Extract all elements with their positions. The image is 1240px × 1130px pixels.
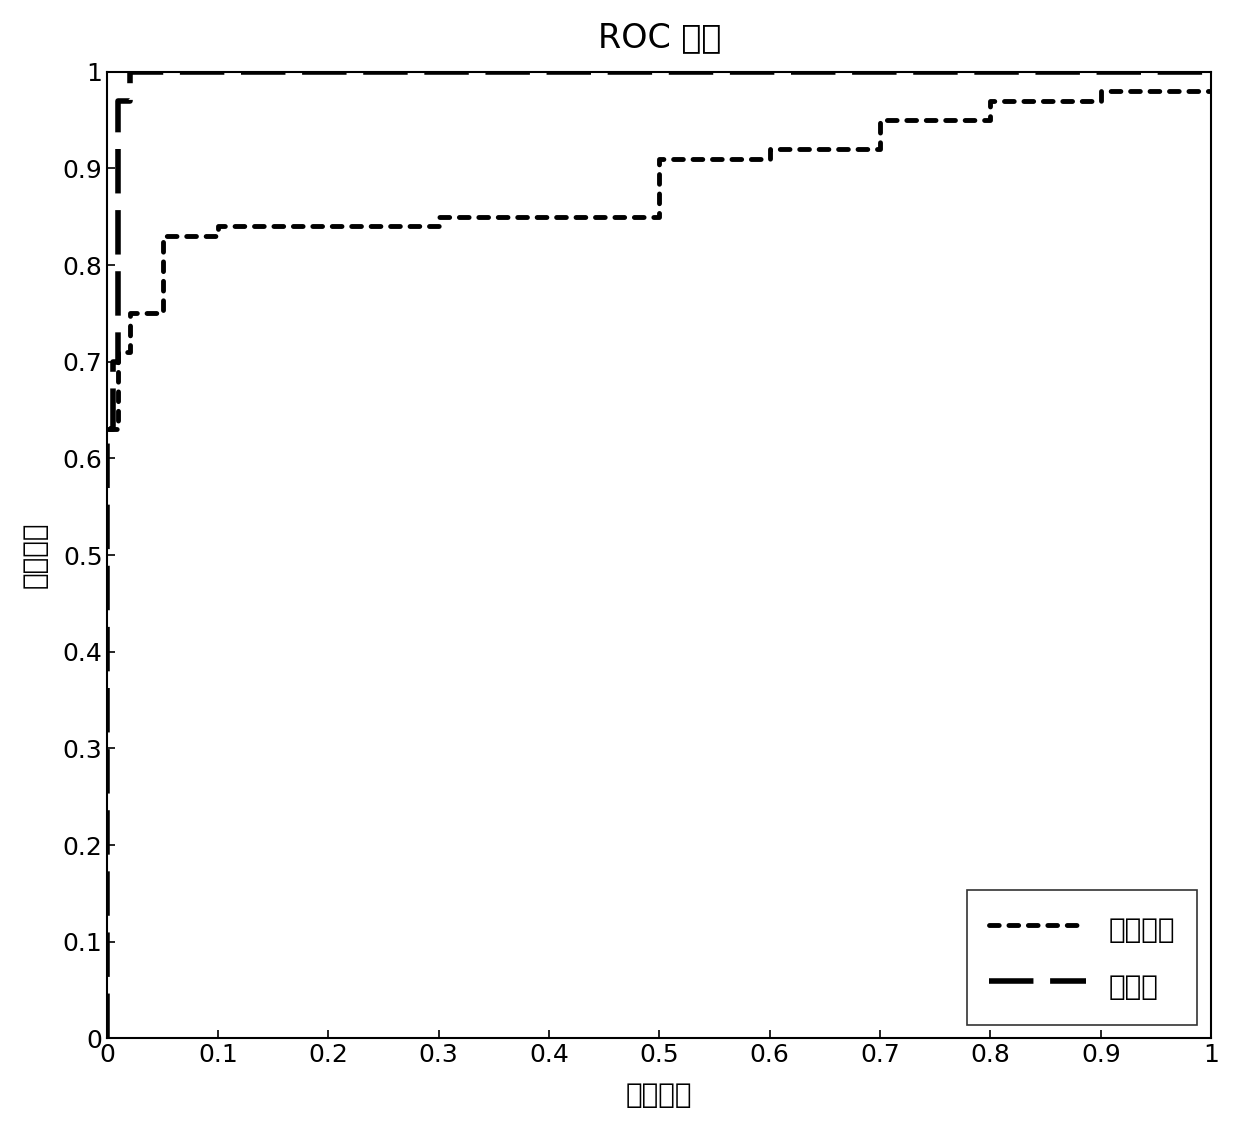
传统方法 [1094, 85, 1109, 98]
传统方法 [763, 142, 777, 156]
传统方法 [211, 229, 226, 243]
本方法 [105, 423, 120, 436]
传统方法 [112, 346, 126, 359]
传统方法 [155, 229, 170, 243]
Line: 本方法: 本方法 [108, 72, 1211, 1038]
Title: ROC 曲线: ROC 曲线 [598, 20, 720, 54]
传统方法 [122, 346, 136, 359]
传统方法 [155, 306, 170, 320]
本方法 [1204, 66, 1219, 79]
传统方法 [652, 153, 667, 166]
本方法 [100, 1032, 115, 1045]
传统方法 [1204, 85, 1219, 98]
传统方法 [652, 181, 667, 194]
传统方法 [112, 423, 126, 436]
传统方法 [763, 153, 777, 166]
传统方法 [211, 219, 226, 233]
传统方法 [122, 306, 136, 320]
本方法 [112, 355, 126, 368]
Legend: 传统方法, 本方法: 传统方法, 本方法 [967, 890, 1198, 1025]
传统方法 [1094, 94, 1109, 107]
传统方法 [432, 210, 446, 224]
Line: 传统方法: 传统方法 [108, 92, 1211, 429]
传统方法 [652, 181, 667, 194]
Y-axis label: 真阳性率: 真阳性率 [21, 522, 48, 589]
本方法 [112, 94, 126, 107]
传统方法 [873, 113, 888, 127]
传统方法 [873, 142, 888, 156]
传统方法 [100, 423, 115, 436]
传统方法 [652, 210, 667, 224]
本方法 [100, 423, 115, 436]
传统方法 [983, 113, 998, 127]
本方法 [105, 355, 120, 368]
X-axis label: 假阳性率: 假阳性率 [626, 1081, 693, 1110]
传统方法 [243, 219, 258, 233]
传统方法 [432, 219, 446, 233]
本方法 [122, 66, 136, 79]
本方法 [122, 94, 136, 107]
传统方法 [243, 219, 258, 233]
传统方法 [983, 94, 998, 107]
